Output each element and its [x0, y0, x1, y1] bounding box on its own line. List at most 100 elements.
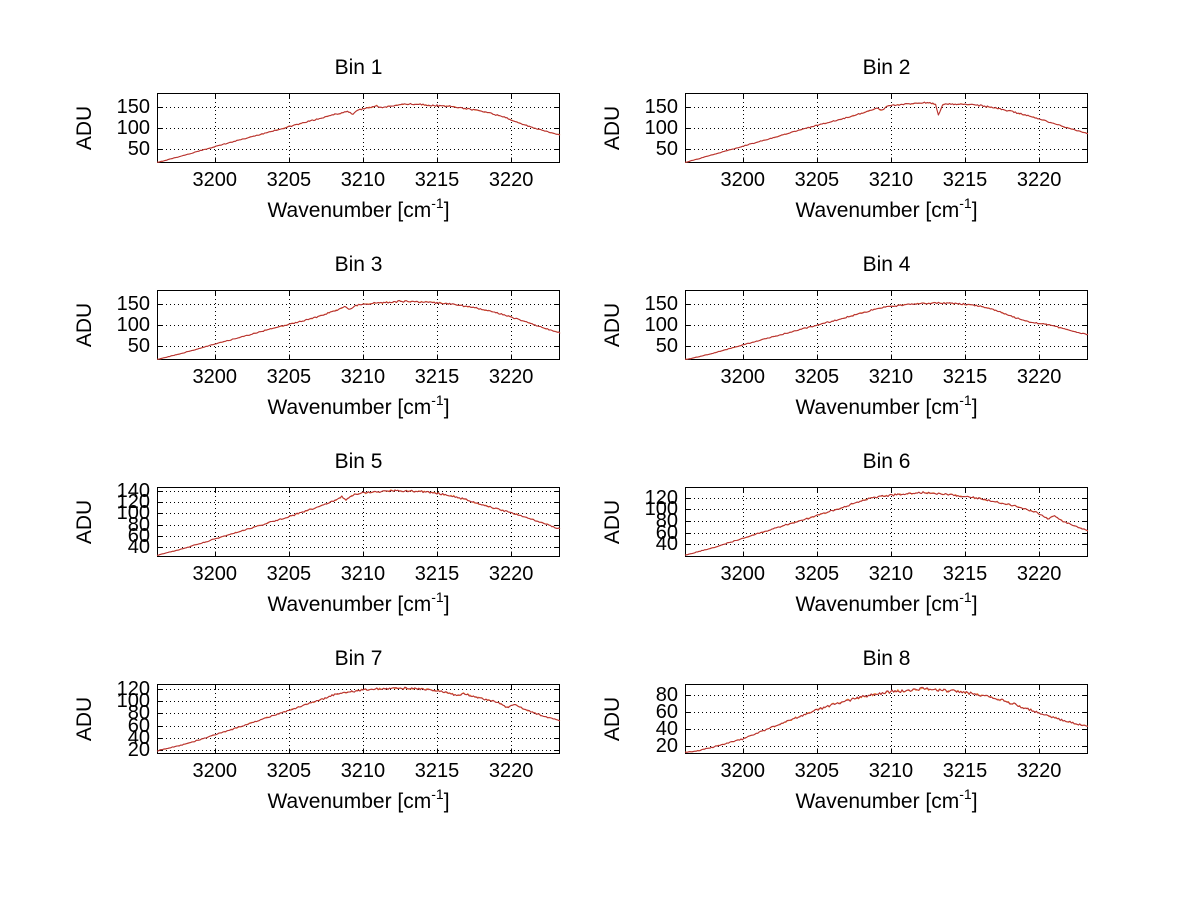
y-axis-label: ADU — [601, 105, 624, 151]
xtick-label: 3200 — [192, 366, 238, 388]
subplot-bin-6: Bin 6 ADU 40 60 80 100 120 3200 3205 3210 3215 3220… — [601, 450, 1089, 616]
x-axis-label: Wavenumber [cm-1] — [795, 786, 978, 814]
ytick-label: 80 — [127, 513, 150, 536]
axes-border — [685, 684, 1088, 754]
x-axis-label-close: ] — [443, 593, 450, 616]
x-axis-label-exponent: -1 — [431, 589, 444, 605]
x-axis-label-close: ] — [971, 593, 978, 616]
series-orange-line — [156, 687, 561, 752]
plot-svg — [157, 290, 561, 360]
xtick-label: 3215 — [942, 760, 988, 782]
subplot-title: Bin 7 — [334, 647, 383, 670]
ytick-label: 80 — [655, 509, 678, 532]
series-red-line — [684, 491, 1089, 556]
x-axis-label-text: Wavenumber [cm — [267, 199, 432, 222]
axes-border — [157, 290, 560, 360]
xtick-label: 3215 — [414, 169, 460, 191]
x-axis-label-exponent: -1 — [959, 392, 972, 408]
xtick-label: 3200 — [192, 563, 238, 585]
y-axis-label: ADU — [73, 696, 96, 742]
axes-border — [685, 93, 1088, 163]
ytick-label: 100 — [116, 502, 150, 525]
x-axis-label: Wavenumber [cm-1] — [267, 786, 449, 814]
y-axis-label: ADU — [601, 499, 624, 545]
xtick-label: 3210 — [868, 366, 914, 388]
xtick-label: 3210 — [340, 760, 386, 782]
x-axis-label-text: Wavenumber [cm — [795, 396, 960, 419]
ytick-label: 120 — [644, 486, 678, 509]
series-red-line — [157, 102, 561, 163]
xtick-label: 3220 — [488, 169, 534, 191]
ytick-label: 60 — [127, 524, 150, 547]
xtick-label: 3210 — [868, 760, 914, 782]
y-axis-label: ADU — [73, 105, 96, 151]
ytick-label: 150 — [644, 292, 678, 315]
y-axis-label: ADU — [73, 302, 96, 348]
xtick-label: 3220 — [1016, 366, 1062, 388]
ytick-label: 120 — [116, 491, 150, 514]
ytick-label: 100 — [116, 116, 150, 139]
subplot-bin-1: Bin 1 ADU 50 100 150 3200 3205 3210 3215 3220 Wave… — [73, 56, 561, 222]
series-red-line — [685, 301, 1089, 360]
xtick-label: 3215 — [942, 563, 988, 585]
series-orange-line — [684, 491, 1088, 556]
xtick-label: 3205 — [794, 563, 840, 585]
ytick-label: 100 — [116, 690, 150, 713]
x-axis-label-close: ] — [971, 790, 978, 813]
series-orange-line — [685, 301, 1089, 360]
y-axis-label: ADU — [73, 499, 96, 545]
x-axis-label-text: Wavenumber [cm — [267, 396, 432, 419]
series-red-line — [157, 300, 561, 360]
xtick-label: 3210 — [340, 169, 386, 191]
subplot-bin-2: Bin 2 ADU 50 100 150 3200 3205 3210 3215 3220 Wave… — [601, 56, 1089, 222]
ytick-label: 40 — [127, 727, 150, 750]
ytick-label: 50 — [655, 137, 678, 160]
ytick-label: 150 — [644, 95, 678, 118]
ytick-label: 80 — [655, 683, 678, 706]
y-axis-label: ADU — [601, 302, 624, 348]
subplot-title: Bin 4 — [862, 253, 911, 276]
axes-border — [157, 487, 560, 557]
plot-svg — [156, 487, 561, 557]
xtick-label: 3200 — [192, 169, 238, 191]
x-axis-label-exponent: -1 — [431, 392, 444, 408]
xtick-label: 3220 — [1016, 169, 1062, 191]
xtick-label: 3215 — [414, 366, 460, 388]
xtick-label: 3215 — [942, 366, 988, 388]
ytick-label: 120 — [116, 677, 150, 700]
xtick-label: 3200 — [720, 563, 766, 585]
subplot-bin-7: Bin 7 ADU 20 40 60 80 100 120 3200 3205 3210 3215 32… — [73, 647, 561, 813]
series-orange-line — [685, 101, 1089, 163]
ytick-label: 100 — [644, 313, 678, 336]
xtick-label: 3205 — [794, 169, 840, 191]
x-axis-label-exponent: -1 — [959, 195, 972, 211]
x-axis-label-close: ] — [971, 396, 978, 419]
xtick-label: 3220 — [488, 563, 534, 585]
ytick-label: 100 — [116, 313, 150, 336]
x-axis-label-exponent: -1 — [959, 589, 972, 605]
plot-svg — [684, 487, 1089, 557]
xtick-label: 3220 — [488, 366, 534, 388]
xtick-label: 3205 — [794, 760, 840, 782]
x-axis-label-exponent: -1 — [431, 786, 444, 802]
subplot-bin-8: Bin 8 ADU 20 40 60 80 3200 3205 3210 3215 3220 Wave… — [601, 647, 1089, 813]
xtick-label: 3200 — [720, 760, 766, 782]
plot-svg — [685, 290, 1089, 360]
x-axis-label: Wavenumber [cm-1] — [267, 392, 450, 420]
x-axis-label-text: Wavenumber [cm — [795, 593, 960, 616]
x-axis-label: Wavenumber [cm-1] — [795, 392, 978, 420]
subplot-title: Bin 6 — [862, 450, 911, 473]
ytick-label: 60 — [655, 521, 678, 544]
x-axis-label-text: Wavenumber [cm — [795, 199, 960, 222]
x-axis-label-exponent: -1 — [959, 786, 972, 802]
ytick-label: 40 — [655, 533, 678, 556]
ytick-label: 60 — [127, 714, 150, 737]
xtick-label: 3205 — [266, 366, 312, 388]
ytick-label: 40 — [127, 535, 150, 558]
series-orange-line — [684, 687, 1089, 753]
xtick-label: 3210 — [868, 563, 914, 585]
x-axis-label-close: ] — [443, 396, 450, 419]
xtick-label: 3220 — [1016, 760, 1062, 782]
x-axis-label-text: Wavenumber [cm — [267, 593, 432, 616]
ytick-label: 100 — [644, 498, 678, 521]
